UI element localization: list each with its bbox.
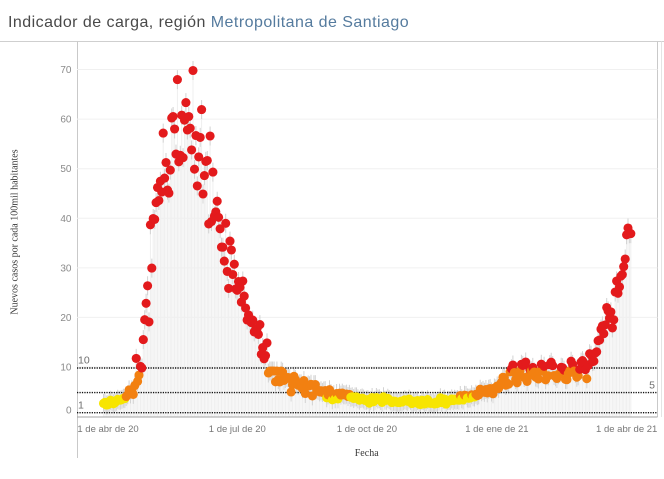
svg-text:1 de abr de 21: 1 de abr de 21 [596, 424, 657, 435]
svg-text:30: 30 [60, 263, 72, 274]
svg-text:1 de ene de 21: 1 de ene de 21 [465, 424, 528, 435]
svg-text:Fecha: Fecha [355, 448, 379, 459]
svg-text:70: 70 [60, 65, 72, 76]
svg-text:10: 10 [78, 355, 90, 367]
svg-text:0: 0 [66, 405, 72, 416]
svg-text:1 de jul de 20: 1 de jul de 20 [209, 424, 266, 435]
svg-text:50: 50 [60, 164, 72, 175]
svg-text:1 de abr de 20: 1 de abr de 20 [77, 424, 138, 435]
svg-text:Nuevos casos por cada 100mil h: Nuevos casos por cada 100mil habitantes [10, 149, 21, 314]
svg-text:5: 5 [649, 380, 655, 392]
svg-text:40: 40 [60, 214, 72, 225]
svg-text:60: 60 [60, 115, 72, 126]
svg-text:10: 10 [60, 363, 72, 374]
svg-text:20: 20 [60, 313, 72, 324]
svg-text:Indicador de carga, región Met: Indicador de carga, región Metropolitana… [8, 14, 409, 31]
svg-text:1: 1 [78, 399, 84, 411]
svg-text:1 de oct de 20: 1 de oct de 20 [337, 424, 397, 435]
